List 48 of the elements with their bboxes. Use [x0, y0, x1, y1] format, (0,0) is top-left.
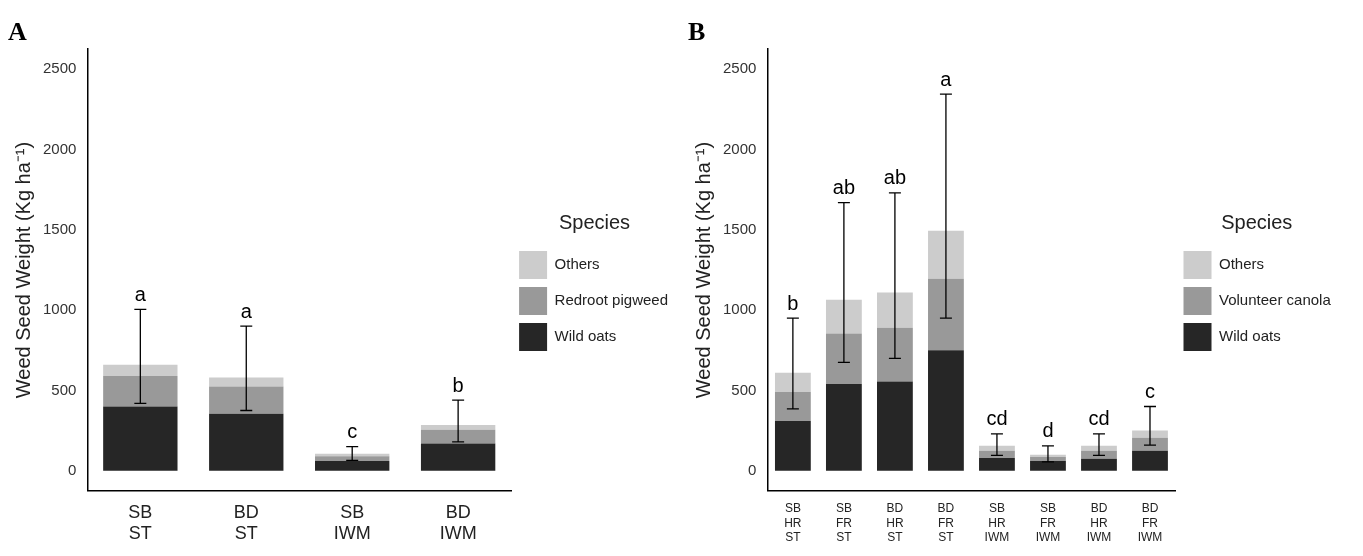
- y-tick-label: 0: [748, 460, 757, 478]
- x-tick-label: BD FR ST: [937, 501, 955, 545]
- legend-title: Species: [1221, 210, 1293, 233]
- x-tick-label: SB FR ST: [835, 501, 853, 545]
- y-tick-label: 1500: [42, 220, 77, 237]
- y-tick-label: 1500: [722, 220, 757, 237]
- x-tick-label: BD FR IWM: [1137, 501, 1163, 545]
- annotation: b: [787, 291, 799, 314]
- y-tick-label: 2000: [722, 139, 757, 157]
- legend-label: Volunteer canola: [1219, 291, 1332, 309]
- annotation: c: [347, 420, 358, 443]
- x-tick-label: BD ST: [233, 501, 259, 544]
- legend-label: Wild oats: [1219, 327, 1281, 345]
- chart-title: A: [8, 17, 27, 47]
- annotation: cd: [1088, 407, 1110, 430]
- y-axis-title: Weed Seed Weight (Kg ha⁻¹): [691, 141, 714, 399]
- annotation: a: [134, 282, 147, 305]
- y-tick-label: 1000: [722, 300, 757, 318]
- y-tick-label: 2500: [42, 59, 77, 77]
- annotation: a: [940, 67, 953, 90]
- legend-label: Redroot pigweed: [554, 291, 669, 309]
- annotation: c: [1144, 380, 1155, 403]
- y-tick-label: 2500: [722, 59, 757, 77]
- annotation: ab: [832, 176, 856, 199]
- x-tick-label: SB IWM: [333, 501, 371, 544]
- x-tick-label: BD IWM: [439, 501, 477, 544]
- annotation: cd: [986, 407, 1008, 430]
- annotation: b: [452, 373, 464, 396]
- annotation: ab: [883, 166, 907, 189]
- y-tick-label: 500: [731, 380, 757, 398]
- x-tick-label: BD HR IWM: [1086, 501, 1112, 545]
- y-axis-title: Weed Seed Weight (Kg ha⁻¹): [11, 141, 34, 399]
- annotation: a: [240, 299, 253, 322]
- legend-label: Wild oats: [554, 327, 617, 345]
- y-tick-label: 1000: [42, 300, 77, 318]
- legend-title: Species: [558, 210, 631, 233]
- annotation: d: [1042, 419, 1054, 442]
- chart-title: B: [688, 17, 706, 47]
- y-tick-label: 0: [68, 460, 77, 478]
- legend-label: Others: [1219, 255, 1265, 273]
- y-tick-label: 2000: [42, 139, 77, 157]
- legend-label: Others: [554, 255, 600, 273]
- x-tick-label: SB FR IWM: [1035, 501, 1061, 545]
- x-tick-label: SB ST: [128, 501, 153, 544]
- y-tick-label: 500: [51, 380, 77, 398]
- x-tick-label: SB HR ST: [784, 501, 802, 545]
- x-tick-label: BD HR ST: [886, 501, 904, 545]
- x-tick-label: SB HR IWM: [984, 501, 1010, 545]
